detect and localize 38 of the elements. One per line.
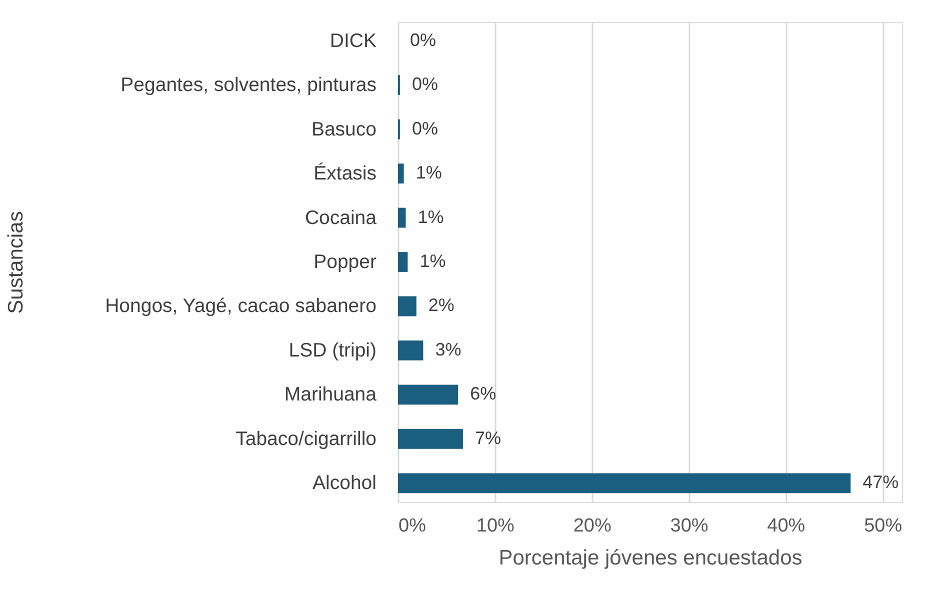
y-tick-label: Hongos, Yagé, cacao sabanero [105,295,377,318]
x-tick-label: 50% [864,516,902,536]
bar [398,340,424,360]
data-label: 0% [412,74,438,94]
data-label: 1% [420,251,446,271]
data-label: 1% [418,206,444,227]
y-tick-label: Pegantes, solventes, pinturas [120,74,377,96]
data-label: 1% [416,162,442,183]
x-axis-title: Porcentaje jóvenes encuestados [498,546,802,570]
y-tick-label: Alcohol [312,472,376,494]
x-tick-label: 40% [767,516,806,536]
y-tick-label: LSD (tripi) [288,339,376,362]
data-label: 47% [862,472,899,492]
bar [398,252,408,272]
y-tick-label: Basuco [311,118,377,140]
x-tick-label: 20% [573,516,612,536]
bar [398,208,406,228]
bar [398,429,463,449]
bar [398,164,404,184]
y-axis-title: Sustancias [4,211,28,314]
data-label: 3% [435,339,462,360]
data-label: 0% [410,30,436,50]
data-label: 6% [470,384,496,404]
data-label: 7% [474,428,501,448]
x-tick-label: 30% [670,516,708,536]
y-tick-label: Éxtasis [314,162,377,185]
y-tick-label: Tabaco/cigarrillo [236,428,377,450]
x-tick-label: 0% [398,516,426,536]
y-tick-label: Popper [314,251,377,273]
data-label: 2% [428,295,454,316]
y-tick-label: Marihuana [284,384,377,406]
bar [398,296,416,316]
y-tick-label: Cocaina [304,206,377,229]
bar [398,473,851,494]
y-tick-label: DICK [330,30,376,52]
data-label: 0% [412,118,438,138]
x-tick-label: 10% [476,516,515,536]
bar [398,384,458,405]
